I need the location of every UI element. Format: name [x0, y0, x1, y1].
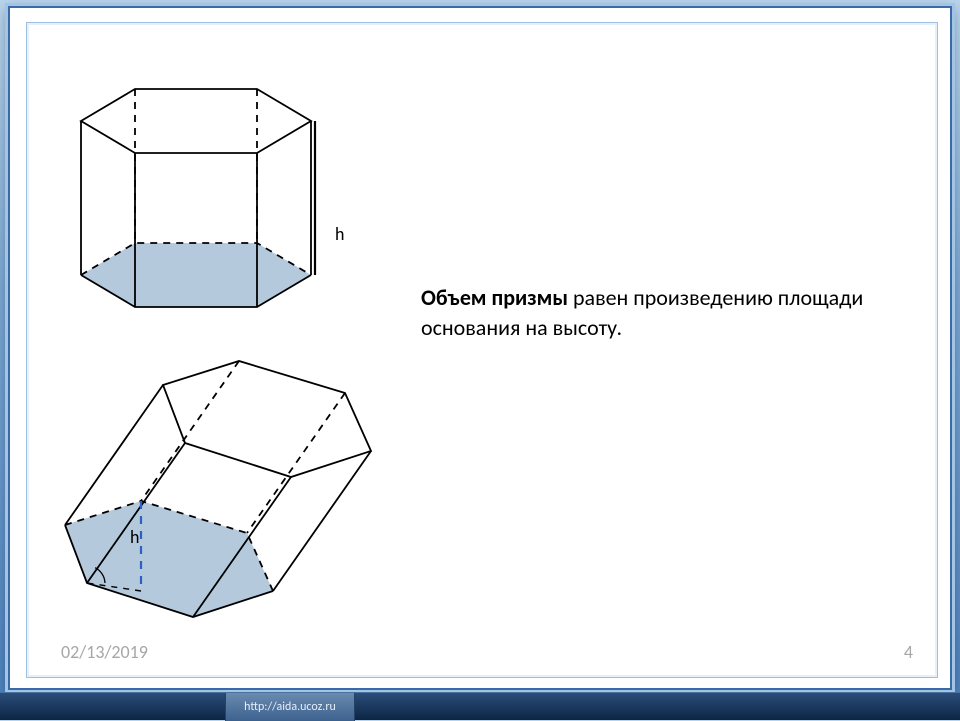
- diagram-upright-prism: [61, 65, 331, 345]
- height-label-oblique: h: [130, 526, 139, 548]
- bottombar-url-tab: http://aida.ucoz.ru: [225, 693, 355, 721]
- diagram-oblique-prism: [51, 343, 381, 653]
- slide-date: 02/13/2019: [61, 641, 148, 663]
- text-bold-part: Объем призмы: [421, 284, 568, 311]
- volume-theorem-text: Объем призмы равен произведению площади …: [421, 283, 901, 342]
- slide-outer-frame: h h Объем призмы равен произведению площ…: [8, 6, 952, 690]
- height-label-upright: h: [335, 223, 344, 245]
- slide-inner-frame: h h Объем призмы равен произведению площ…: [26, 22, 938, 678]
- slide-page-number: 4: [904, 641, 913, 663]
- window-bottombar: http://aida.ucoz.ru: [0, 692, 960, 720]
